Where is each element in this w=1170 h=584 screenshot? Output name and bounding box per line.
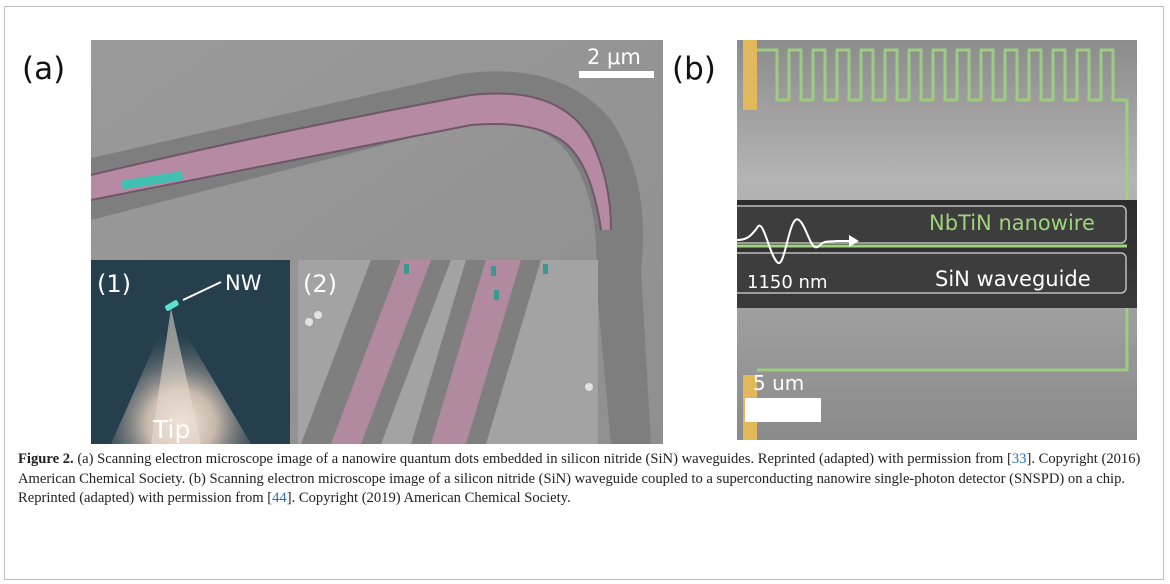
panel-a-sem-image: 2 μm (1) NW Tip ( — [91, 40, 663, 444]
caption-text-2: ]. Copyright (2016) American Chemical So… — [18, 451, 1141, 506]
inset-2-image: (2) — [298, 260, 598, 444]
panel-b-label: (b) — [672, 51, 716, 87]
caption-text-3: ]. Copyright (2019) American Chemical So… — [286, 490, 571, 506]
nw-label: NW — [225, 271, 262, 295]
panel-b-scale-bar-label: 5 um — [753, 371, 804, 395]
panel-b-scale-bar — [745, 398, 821, 422]
caption-text-1: (a) Scanning electron microscope image o… — [73, 451, 1012, 467]
panel-a-scale-bar — [579, 71, 654, 78]
tip-label: Tip — [152, 415, 190, 444]
panel-a-label: (a) — [22, 51, 66, 87]
waveguide-label: SiN waveguide — [935, 267, 1091, 291]
inset-2-label: (2) — [303, 270, 337, 298]
reference-link-33[interactable]: 33 — [1011, 451, 1027, 467]
figure-caption: Figure 2. (a) Scanning electron microsco… — [18, 450, 1148, 509]
figure-label: Figure 2. — [18, 451, 74, 467]
nanowire-label: NbTiN nanowire — [929, 211, 1095, 235]
panel-a-scale-bar-label: 2 μm — [587, 45, 641, 69]
reference-link-44[interactable]: 44 — [272, 490, 287, 506]
inset-1-image: (1) NW Tip — [91, 260, 290, 444]
wavelength-label: 1150 nm — [747, 272, 827, 293]
inset-1-label: (1) — [97, 270, 131, 298]
panel-b-sem-image: NbTiN nanowire SiN waveguide 1150 nm 5 u… — [737, 40, 1137, 440]
